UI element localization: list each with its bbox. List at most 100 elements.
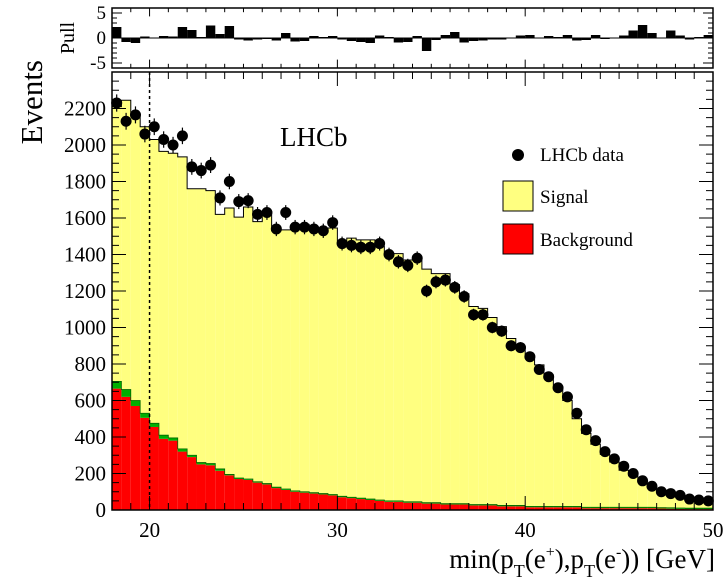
background-green-bar [609,507,620,509]
pull-bar [168,36,178,38]
y-tick-label: 1400 [64,243,106,267]
background-green-bar [168,437,178,441]
background-green-bar [525,506,535,508]
pull-bar [562,35,573,38]
pull-bar [393,38,404,43]
data-point [439,274,451,286]
background-bar [187,457,197,510]
background-green-bar [318,493,328,495]
background-bar [619,508,629,510]
signal-bar [600,454,610,508]
data-point [561,391,573,403]
background-bar [384,501,394,510]
data-point [684,493,696,505]
pull-bar [309,36,319,38]
pull-bar [450,32,460,38]
background-bar [487,505,498,510]
background-bar [140,417,150,510]
background-bar [459,504,469,510]
background-green-bar [468,504,479,506]
background-bar [168,440,178,510]
background-green-bar [140,413,150,418]
data-point [317,225,329,237]
signal-bar [628,475,638,508]
data-point [186,161,198,173]
y-axis-title: Events [14,60,49,144]
background-green-bar [243,478,253,480]
background-green-bar [647,507,657,509]
background-green-bar [703,508,713,510]
pull-tick-label: 0 [97,28,107,49]
signal-bar [609,462,620,508]
x-tick-label: 30 [327,518,348,542]
signal-bar [356,239,366,499]
background-bar [281,489,291,510]
background-green-bar [374,499,385,501]
pull-bar [374,35,385,38]
legend-background-swatch [502,223,534,255]
data-point [233,196,245,208]
signal-bar [478,308,488,505]
pull-bar [121,38,131,42]
signal-bar [506,338,516,506]
background-bar [337,497,347,510]
data-point [674,489,686,501]
legend-background-label: Background [540,230,633,251]
data-point [580,424,592,436]
signal-bar [666,493,676,508]
background-green-bar [562,506,573,508]
background-green-bar [590,507,601,509]
background-bar [515,506,526,510]
data-point [402,259,414,271]
signal-bar [112,106,122,382]
pull-bar [234,38,244,40]
signal-bar [450,284,460,504]
signal-bar [440,273,451,504]
data-point [345,239,357,251]
x-title-mid3: (e [595,544,616,574]
x-title-sup2: - [616,544,621,561]
signal-bar [205,190,216,464]
signal-bar [318,229,328,494]
background-bar [112,388,122,510]
data-point [280,207,292,219]
background-green-bar [666,507,676,509]
data-point [693,494,705,506]
pull-bar [525,35,535,38]
background-bar [262,484,272,510]
y-tick-label: 1200 [64,279,106,303]
y-tick-label: 400 [75,425,107,449]
signal-bar [487,317,498,505]
data-point [458,290,470,302]
pull-bar [403,38,413,42]
background-green-bar [177,448,188,452]
legend-signal-swatch [502,180,534,212]
data-point [383,249,395,260]
signal-bar [281,229,291,490]
pull-panel [112,25,713,51]
signal-bar [421,269,432,503]
signal-bar [130,113,141,401]
y-tick-label: 2000 [64,133,106,157]
data-point [524,351,536,363]
background-bar [290,491,300,510]
pull-bar [337,38,347,40]
background-outline [112,380,713,509]
background-bar [121,396,131,510]
background-bar [327,495,338,510]
background-green-bar [431,502,441,504]
signal-bar [647,486,657,508]
data-point [552,382,564,394]
background-bar [234,478,244,510]
background-green-bar [130,400,141,406]
pull-bar [703,35,713,38]
background-bar [478,505,488,510]
pull-bar [243,38,253,41]
background-green-bar [619,507,629,509]
background-bar [440,504,451,510]
background-bar [506,506,516,510]
background-green-bar [299,491,310,493]
background-green-bar [628,507,638,509]
signal-bar [224,207,235,475]
main-histogram-panel [111,72,714,510]
